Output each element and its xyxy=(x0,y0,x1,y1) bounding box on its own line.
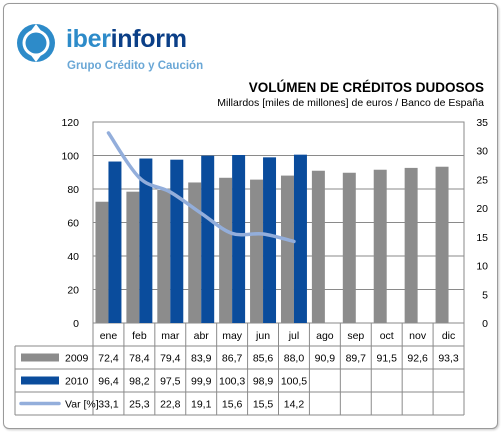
bar-2009 xyxy=(435,166,449,323)
y-right-tick-label: 25 xyxy=(476,174,488,186)
bar-2009 xyxy=(188,182,202,323)
y-right-tick-label: 35 xyxy=(476,117,488,129)
x-tick-label: jun xyxy=(255,330,270,342)
data-label: 92,6 xyxy=(407,353,428,365)
bar-2009 xyxy=(311,170,325,323)
data-label: 86,7 xyxy=(222,353,243,365)
data-label: 96,4 xyxy=(98,376,119,388)
data-label: 33,1 xyxy=(98,399,119,411)
y-left-tick-label: 100 xyxy=(61,151,79,163)
data-label: 100,3 xyxy=(219,376,245,388)
x-tick-label: feb xyxy=(132,330,147,342)
brand-name: iberinform xyxy=(66,24,187,54)
x-tick-label: ago xyxy=(316,330,334,342)
bar-2009 xyxy=(157,190,171,323)
y-right-tick-label: 30 xyxy=(476,146,488,158)
data-label: 90,9 xyxy=(315,353,336,365)
bar-2009 xyxy=(404,167,418,323)
y-left-tick-label: 20 xyxy=(67,285,79,297)
y-left-tick-label: 80 xyxy=(67,184,79,196)
data-label: 72,4 xyxy=(98,353,119,365)
data-label: 85,6 xyxy=(253,353,274,365)
data-label: 97,5 xyxy=(160,376,181,388)
data-label: 99,9 xyxy=(191,376,212,388)
y-right-tick-label: 0 xyxy=(482,318,488,330)
y-left-tick-label: 0 xyxy=(73,318,79,330)
data-label: 91,5 xyxy=(376,353,397,365)
chart-subtitle: Millardos [miles de millones] de euros /… xyxy=(217,97,484,109)
data-label: 98,9 xyxy=(253,376,274,388)
bar-2009 xyxy=(373,169,387,323)
brand-name-part1: iber xyxy=(66,25,111,53)
x-tick-label: dic xyxy=(442,330,455,342)
bar-2009 xyxy=(250,179,264,323)
data-label: 19,1 xyxy=(191,399,212,411)
y-right-tick-label: 10 xyxy=(476,261,488,273)
x-tick-label: jul xyxy=(288,330,300,342)
data-label: 14,2 xyxy=(284,399,305,411)
data-label: 25,3 xyxy=(129,399,150,411)
data-label: 15,5 xyxy=(253,399,274,411)
brand-name-part2: inform xyxy=(110,25,187,53)
x-tick-label: nov xyxy=(409,330,427,342)
bar-2010 xyxy=(201,155,215,323)
data-label: 15,6 xyxy=(222,399,243,411)
data-label: 100,5 xyxy=(281,376,307,388)
bar-2010 xyxy=(293,154,307,323)
y-right-tick-label: 15 xyxy=(476,232,488,244)
x-tick-label: sep xyxy=(347,330,364,342)
data-label: 88,0 xyxy=(284,353,305,365)
legend-swatch-2010 xyxy=(21,376,59,385)
bar-2010 xyxy=(108,161,122,323)
bar-2010 xyxy=(232,154,246,323)
data-label: 22,8 xyxy=(160,399,181,411)
bar-2010 xyxy=(139,158,153,323)
legend-label-2009: 2009 xyxy=(65,353,89,365)
bar-2009 xyxy=(95,201,109,323)
bar-2010 xyxy=(170,159,184,323)
x-tick-label: mar xyxy=(161,330,180,342)
x-tick-label: oct xyxy=(380,330,394,342)
y-left-tick-label: 60 xyxy=(67,218,79,230)
legend-swatch-2009 xyxy=(21,353,59,362)
y-right-tick-label: 20 xyxy=(476,203,488,215)
bar-2010 xyxy=(263,157,277,323)
bar-2009 xyxy=(126,191,140,323)
chart-title: VOLÚMEN DE CRÉDITOS DUDOSOS xyxy=(248,80,484,95)
bar-2009 xyxy=(280,175,294,323)
bar-2009 xyxy=(342,172,356,323)
x-tick-label: abr xyxy=(194,330,210,342)
y-left-tick-label: 40 xyxy=(67,251,79,263)
data-label: 98,2 xyxy=(129,376,150,388)
x-tick-label: ene xyxy=(100,330,118,342)
legend-label-Var [%]: Var [%] xyxy=(65,399,99,411)
line-Var [%] xyxy=(106,131,296,244)
bar-2009 xyxy=(219,177,233,323)
data-label: 78,4 xyxy=(129,353,150,365)
logo-icon xyxy=(17,24,55,62)
brand-tagline: Grupo Crédito y Caución xyxy=(67,60,204,72)
data-label: 93,3 xyxy=(438,353,459,365)
y-left-tick-label: 120 xyxy=(61,117,79,129)
data-label: 83,9 xyxy=(191,353,212,365)
y-right-tick-label: 5 xyxy=(482,289,488,301)
x-tick-label: may xyxy=(222,330,243,342)
data-label: 89,7 xyxy=(346,353,367,365)
legend-label-2010: 2010 xyxy=(65,376,89,388)
data-label: 79,4 xyxy=(160,353,181,365)
